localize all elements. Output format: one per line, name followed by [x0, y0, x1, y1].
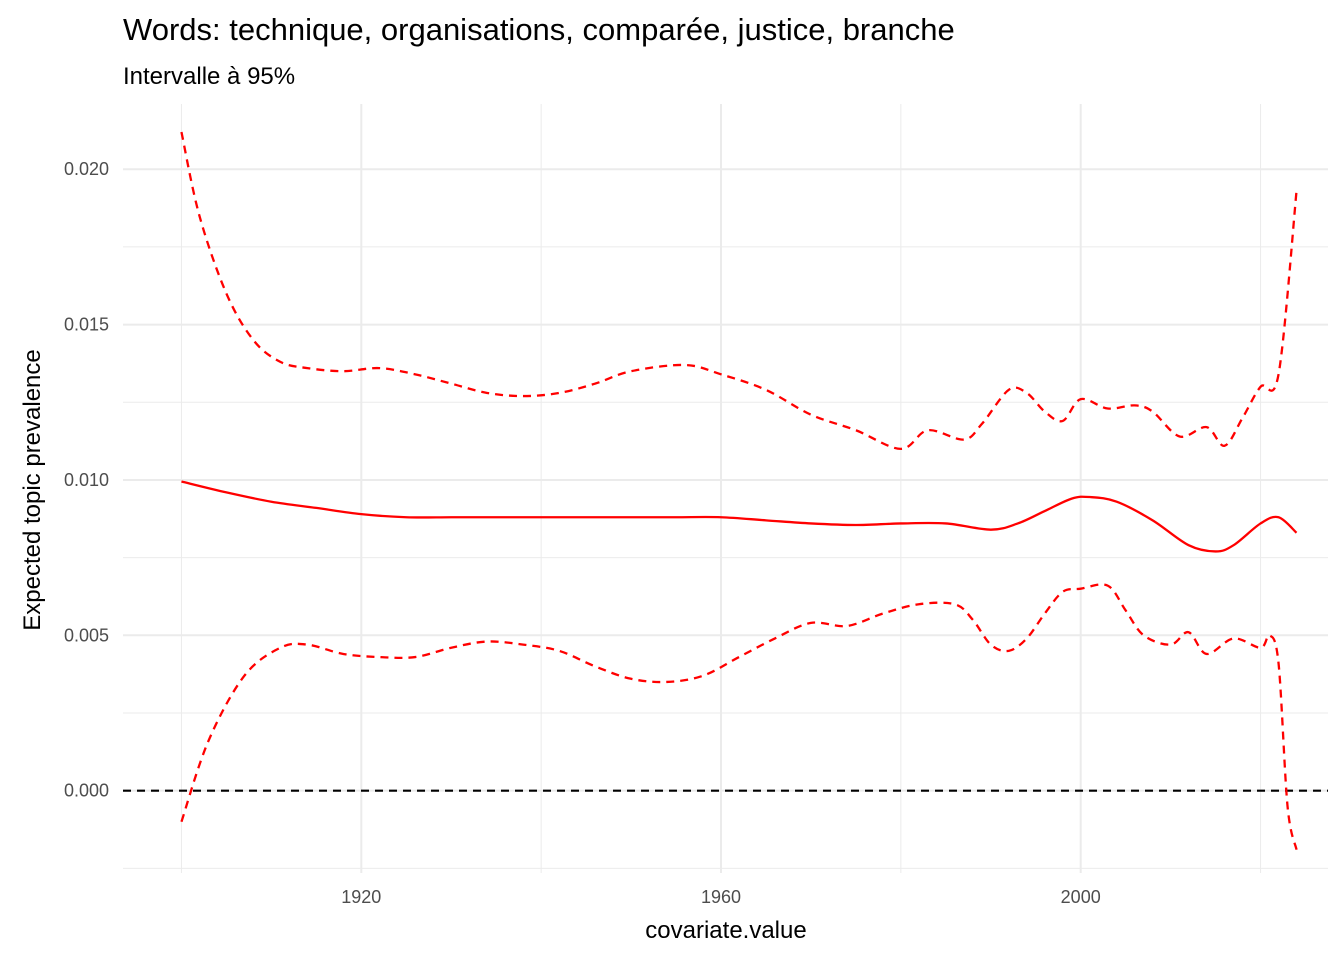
x-axis-ticks: 1920 1960 2000: [341, 887, 1100, 907]
y-axis-ticks: 0.000 0.005 0.010 0.015 0.020: [64, 159, 109, 800]
x-tick-label: 1960: [701, 887, 741, 907]
series-line-lower: [180, 583, 1298, 850]
y-tick-label: 0.005: [64, 625, 109, 645]
x-tick-label: 1920: [341, 887, 381, 907]
x-tick-label: 2000: [1061, 887, 1101, 907]
chart-subtitle: Intervalle à 95%: [123, 63, 295, 90]
series-line-estimate: [181, 480, 1298, 553]
gridlines: [123, 104, 1328, 873]
x-axis-label: covariate.value: [645, 917, 806, 944]
y-tick-label: 0.015: [64, 315, 109, 335]
y-axis-label: Expected topic prevalence: [19, 349, 46, 631]
y-tick-label: 0.010: [64, 470, 109, 490]
series-layer: [180, 131, 1298, 850]
y-tick-label: 0.000: [64, 781, 109, 801]
y-tick-label: 0.020: [64, 159, 109, 179]
chart-title: Words: technique, organisations, comparé…: [123, 12, 955, 47]
series-line-upper: [180, 131, 1298, 451]
